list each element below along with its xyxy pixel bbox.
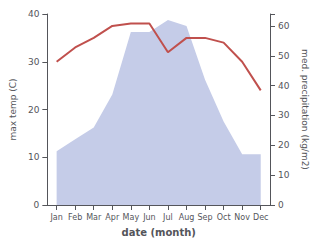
svg-text:30: 30 xyxy=(278,110,290,120)
svg-text:Sep: Sep xyxy=(198,213,213,222)
svg-text:Aug: Aug xyxy=(179,213,195,222)
svg-text:Feb: Feb xyxy=(68,213,82,222)
svg-text:0: 0 xyxy=(34,200,40,210)
svg-text:Mar: Mar xyxy=(86,213,102,222)
svg-text:Nov: Nov xyxy=(234,213,250,222)
svg-text:20: 20 xyxy=(28,105,40,115)
svg-text:Jan: Jan xyxy=(49,213,62,222)
svg-text:Apr: Apr xyxy=(105,213,120,222)
svg-text:50: 50 xyxy=(278,51,290,61)
svg-text:Dec: Dec xyxy=(253,213,268,222)
svg-text:0: 0 xyxy=(278,200,284,210)
svg-text:30: 30 xyxy=(28,57,40,67)
svg-text:med. precipitation (kg/m2): med. precipitation (kg/m2) xyxy=(300,49,310,170)
svg-text:date (month): date (month) xyxy=(121,227,195,238)
svg-text:40: 40 xyxy=(28,9,40,19)
svg-text:40: 40 xyxy=(278,81,290,91)
svg-text:10: 10 xyxy=(28,152,40,162)
svg-text:max temp (C): max temp (C) xyxy=(8,78,18,140)
svg-text:20: 20 xyxy=(278,140,290,150)
svg-text:10: 10 xyxy=(278,170,290,180)
svg-text:60: 60 xyxy=(278,21,290,31)
svg-text:May: May xyxy=(123,213,140,222)
svg-text:Oct: Oct xyxy=(217,213,231,222)
svg-text:Jul: Jul xyxy=(162,213,173,222)
svg-text:Jun: Jun xyxy=(142,213,156,222)
